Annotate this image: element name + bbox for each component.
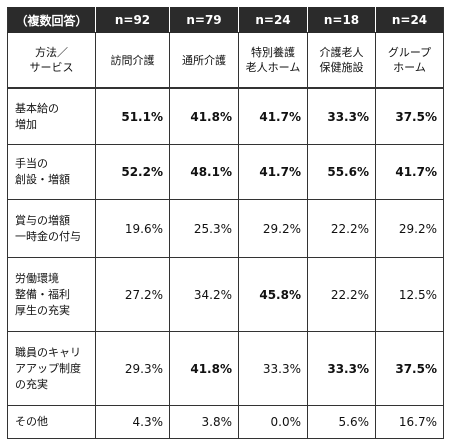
value-cell-nursing-home: 45.8% (238, 257, 308, 332)
value-cell-nursing-home: 33.3% (238, 331, 308, 406)
value-cell-health-facility: 22.2% (307, 257, 376, 332)
value-cell-group-home: 37.5% (375, 87, 444, 145)
sample-size-day-care: n=79 (169, 7, 239, 33)
sample-size-home-care: n=92 (95, 7, 170, 33)
value-cell-group-home: 16.7% (375, 405, 444, 439)
table-row: 手当の 創設・増額 52.2% 48.1% 41.7% 55.6% 41.7% (7, 144, 444, 200)
value-cell-home-care: 27.2% (95, 257, 170, 332)
value-cell-day-care: 25.3% (169, 199, 239, 258)
value-cell-group-home: 41.7% (375, 144, 444, 200)
header-row: （複数回答） n=92 n=79 n=24 n=18 n=24 (7, 7, 444, 33)
value-cell-nursing-home: 0.0% (238, 405, 308, 439)
value-cell-day-care: 41.8% (169, 331, 239, 406)
value-cell-group-home: 37.5% (375, 331, 444, 406)
value-cell-home-care: 4.3% (95, 405, 170, 439)
value-cell-health-facility: 22.2% (307, 199, 376, 258)
row-label: 手当の 創設・増額 (7, 144, 96, 200)
service-group-home: グループ ホーム (375, 32, 444, 89)
value-cell-group-home: 12.5% (375, 257, 444, 332)
service-health-facility: 介護老人 保健施設 (307, 32, 376, 89)
table-row: その他 4.3% 3.8% 0.0% 5.6% 16.7% (7, 405, 444, 439)
table-row: 基本給の 増加 51.1% 41.8% 41.7% 33.3% 37.5% (7, 87, 444, 145)
value-cell-home-care: 52.2% (95, 144, 170, 200)
service-home-care: 訪問介護 (95, 32, 170, 89)
row-label: 職員のキャリ アアップ制度 の充実 (7, 331, 96, 406)
value-cell-day-care: 3.8% (169, 405, 239, 439)
value-cell-home-care: 19.6% (95, 199, 170, 258)
corner-label: 方法／ サービス (7, 32, 96, 89)
row-label: 労働環境 整備・福利 厚生の充実 (7, 257, 96, 332)
row-label: 賞与の増額 一時金の付与 (7, 199, 96, 258)
value-cell-nursing-home: 41.7% (238, 87, 308, 145)
table-row: 職員のキャリ アアップ制度 の充実 29.3% 41.8% 33.3% 33.3% 37.… (7, 331, 444, 406)
survey-table: （複数回答） n=92 n=79 n=24 n=18 n=24 方法／ サービス… (7, 7, 444, 439)
sample-size-nursing-home: n=24 (238, 7, 308, 33)
value-cell-home-care: 51.1% (95, 87, 170, 145)
service-nursing-home: 特別養護 老人ホーム (238, 32, 308, 89)
value-cell-day-care: 41.8% (169, 87, 239, 145)
row-label: 基本給の 増加 (7, 87, 96, 145)
table-row: 労働環境 整備・福利 厚生の充実 27.2% 34.2% 45.8% 22.2% 12.5… (7, 257, 444, 332)
value-cell-group-home: 29.2% (375, 199, 444, 258)
survey-table-container: （複数回答） n=92 n=79 n=24 n=18 n=24 方法／ サービス… (7, 7, 444, 439)
sample-size-group-home: n=24 (375, 7, 444, 33)
value-cell-health-facility: 33.3% (307, 331, 376, 406)
multiple-answer-label: （複数回答） (7, 7, 96, 33)
sample-size-health-facility: n=18 (307, 7, 376, 33)
value-cell-nursing-home: 41.7% (238, 144, 308, 200)
value-cell-health-facility: 55.6% (307, 144, 376, 200)
value-cell-health-facility: 5.6% (307, 405, 376, 439)
value-cell-home-care: 29.3% (95, 331, 170, 406)
row-label: その他 (7, 405, 96, 439)
value-cell-day-care: 48.1% (169, 144, 239, 200)
service-header-row: 方法／ サービス 訪問介護 通所介護 特別養護 老人ホーム 介護老人 保健施設 … (7, 32, 444, 89)
value-cell-day-care: 34.2% (169, 257, 239, 332)
service-day-care: 通所介護 (169, 32, 239, 89)
table-row: 賞与の増額 一時金の付与 19.6% 25.3% 29.2% 22.2% 29.2% (7, 199, 444, 258)
value-cell-nursing-home: 29.2% (238, 199, 308, 258)
value-cell-health-facility: 33.3% (307, 87, 376, 145)
